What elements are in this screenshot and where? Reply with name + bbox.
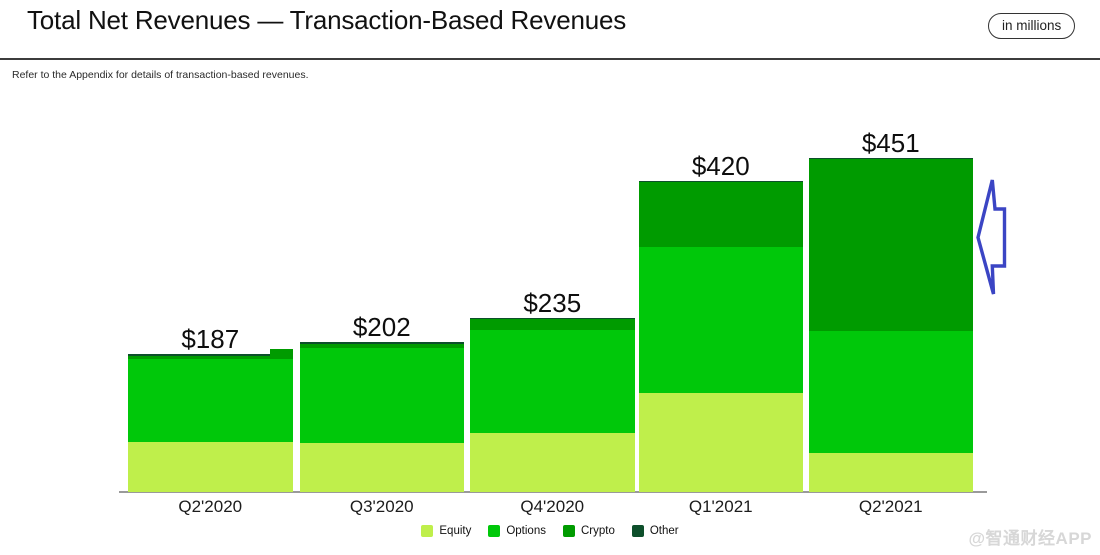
legend-swatch-equity (421, 525, 434, 537)
segment-equity-Q2'2021 (808, 453, 973, 492)
stacked-bar-Q2'2021 (808, 158, 973, 492)
stacked-bar-Q2'2020 (128, 353, 293, 492)
segment-options-Q1'2021 (638, 246, 803, 394)
stacked-bar-Q1'2021 (638, 180, 803, 492)
units-badge: in millions (988, 13, 1076, 39)
legend-item-crypto: Crypto (562, 525, 615, 537)
stacked-bar-Q3'2020 (299, 342, 464, 492)
segment-crypto-Q2'2020 (128, 355, 293, 360)
x-tick-label: Q4'2020 (520, 497, 585, 516)
legend-label: Crypto (580, 525, 615, 537)
x-axis-line (119, 491, 987, 493)
bar-value-label: $187 (181, 323, 240, 354)
page-title: Total Net Revenues — Transaction-Based R… (27, 5, 627, 35)
legend-item-equity: Equity (421, 525, 471, 537)
segment-equity-Q3'2020 (299, 443, 464, 492)
header-divider (0, 58, 1100, 60)
legend-swatch-options (488, 525, 501, 537)
bar-value-label: $420 (691, 150, 750, 181)
stacked-bar-Q4'2020 (470, 317, 635, 492)
segment-crypto-Q4'2020 (470, 319, 635, 330)
segment-other-Q2'2020 (128, 353, 293, 356)
watermark: @智通财经APP (968, 529, 1092, 548)
segment-crypto-Q1'2021 (638, 181, 803, 247)
legend-item-other: Other (631, 525, 679, 537)
segment-equity-Q1'2021 (638, 393, 803, 492)
bar-top-artifact (270, 349, 293, 356)
legend-label: Options (506, 525, 546, 537)
legend-swatch-crypto (562, 525, 575, 537)
legend-label: Other (649, 525, 679, 537)
x-tick-label: Q3'2020 (349, 497, 414, 516)
legend-swatch-other (631, 525, 644, 537)
segment-crypto-Q3'2020 (299, 343, 464, 348)
segment-options-Q4'2020 (470, 329, 635, 433)
x-tick-label: Q2'2021 (858, 497, 923, 516)
x-tick-label: Q1'2021 (688, 497, 753, 516)
segment-other-Q1'2021 (638, 180, 803, 182)
segment-other-Q2'2021 (808, 158, 973, 159)
chart-legend: Equity Options Crypto Other (0, 525, 1100, 537)
segment-other-Q3'2020 (299, 342, 464, 344)
hand-drawn-left-arrow-icon (976, 179, 1007, 295)
legend-item-options: Options (488, 525, 546, 537)
segment-options-Q3'2020 (299, 347, 464, 444)
bar-value-label: $451 (861, 128, 920, 159)
segment-crypto-Q2'2021 (808, 158, 973, 332)
segment-equity-Q2'2020 (128, 441, 293, 492)
bar-value-label: $202 (352, 312, 411, 343)
legend-label: Equity (439, 525, 472, 537)
bar-value-label: $235 (523, 287, 582, 318)
segment-options-Q2'2021 (808, 331, 973, 454)
segment-equity-Q4'2020 (470, 432, 635, 492)
x-tick-label: Q2'2020 (178, 497, 243, 516)
appendix-note: Refer to the Appendix for details of tra… (12, 69, 309, 81)
segment-other-Q4'2020 (470, 317, 635, 320)
segment-options-Q2'2020 (128, 359, 293, 442)
